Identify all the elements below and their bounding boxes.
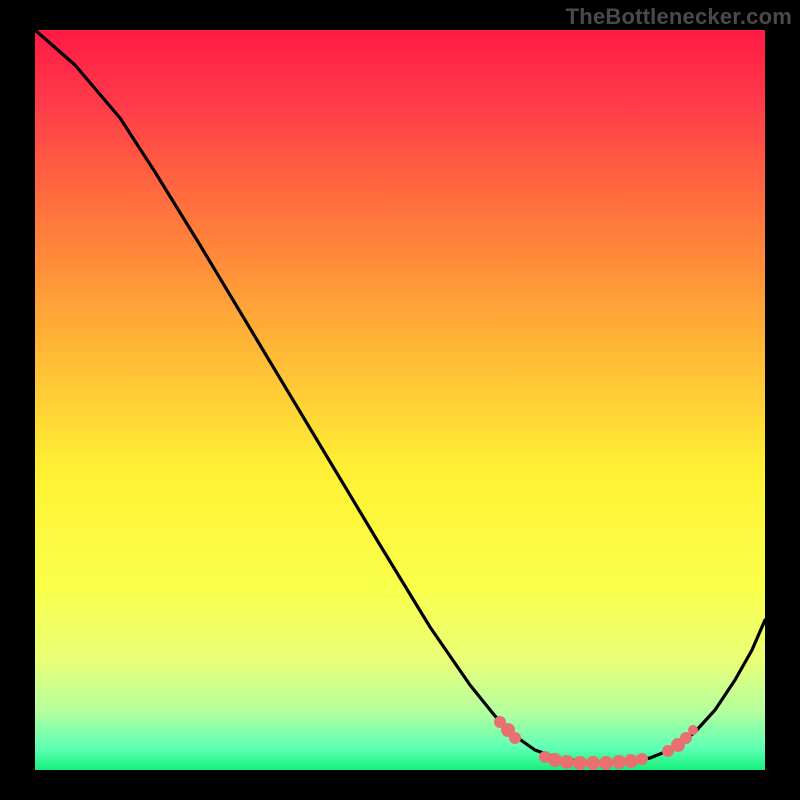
data-point [612,755,626,769]
data-point [599,756,613,770]
chart-container: TheBottlenecker.com [0,0,800,800]
data-point [586,756,600,770]
data-point [573,756,587,770]
bottleneck-chart [0,0,800,800]
plot-area [35,30,765,770]
data-point [560,755,574,769]
data-point [624,754,638,768]
data-point [636,753,648,765]
data-point [688,725,698,735]
watermark-text: TheBottlenecker.com [566,4,792,30]
data-point [509,732,521,744]
data-point [548,753,562,767]
